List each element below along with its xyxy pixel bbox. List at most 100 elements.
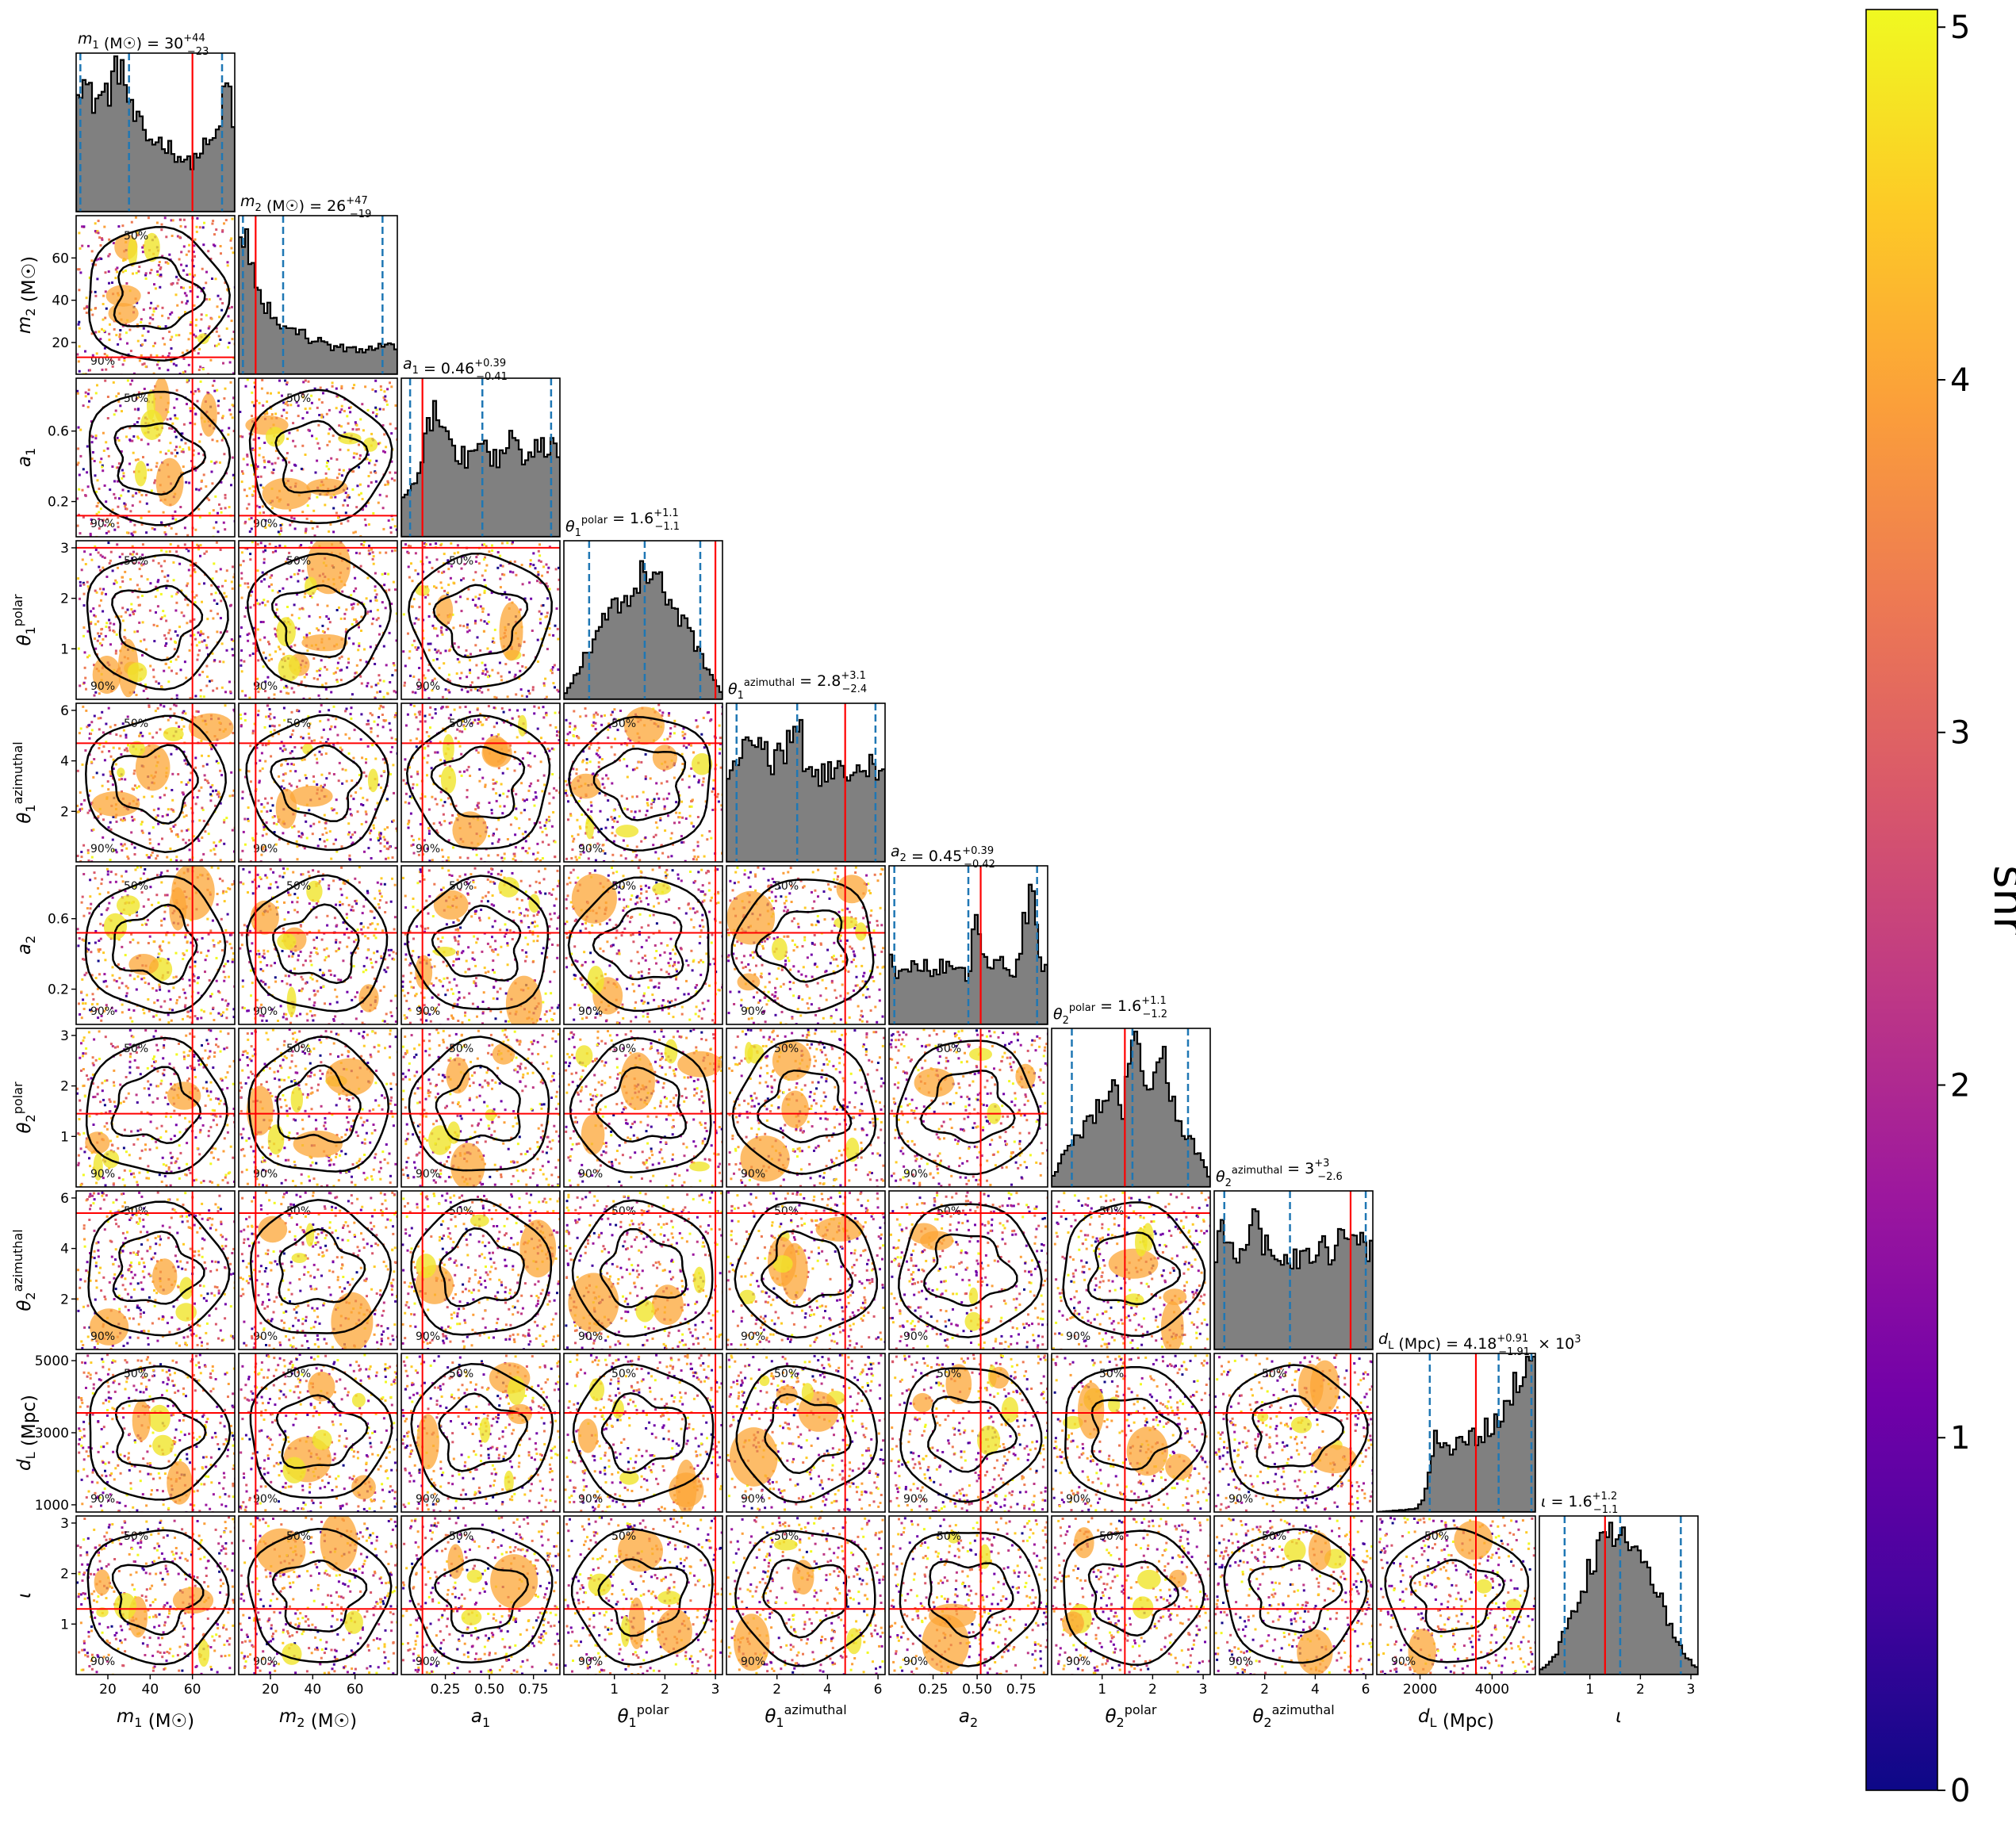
scatter-panel-m1-vs-t1a: 50% 90% 2 4 6 θ1azimuthal <box>10 702 236 863</box>
contour-90-a1-vs-iota <box>408 1527 554 1664</box>
scatter-points-t1a-vs-t2a <box>726 1191 885 1349</box>
contour-label-50: 50% <box>937 1530 961 1543</box>
y-tick-label-iota: 2 <box>60 1567 69 1583</box>
contour-label-90: 90% <box>741 1330 765 1343</box>
scatter-panel-m2-vs-iota: 50% 90% 20 40 60 m2 (M☉) <box>238 1515 398 1732</box>
x-tick-label-t1a: 2 <box>772 1682 781 1698</box>
contour-90-m2-vs-t1p <box>246 553 392 689</box>
contour-label-90: 90% <box>90 1330 115 1343</box>
y-axis-label-t1a: θ1azimuthal <box>10 741 38 823</box>
panel-frame <box>888 1515 1048 1675</box>
scatter-points-dL-vs-iota <box>1377 1516 1535 1675</box>
contour-label-50: 50% <box>611 1530 636 1543</box>
panel-title-t1a: θ1azimuthal = 2.8+3.1 −2.4 <box>728 670 867 702</box>
contour-label-90: 90% <box>741 1168 765 1181</box>
histogram-iota <box>1539 1522 1698 1675</box>
y-tick-label-iota: 3 <box>60 1516 69 1532</box>
contour-50-m1-vs-a1 <box>113 422 207 496</box>
panel-frame <box>401 1353 561 1513</box>
panel-frame <box>238 377 398 538</box>
panel-frame <box>238 540 398 700</box>
panel-frame <box>401 1028 561 1188</box>
contour-90-t1p-vs-dL <box>572 1363 715 1503</box>
x-axis-label-a1: a1 <box>471 1706 490 1730</box>
contour-label-90: 90% <box>741 1493 765 1506</box>
contour-90-m1-vs-a1 <box>88 390 232 526</box>
panel-frame <box>726 1353 886 1513</box>
x-axis-label-t1a: θ1azimuthal <box>765 1702 846 1730</box>
scatter-panel-m2-vs-t2p: 50% 90% <box>238 1028 398 1188</box>
x-tick-label-t2a: 4 <box>1311 1682 1320 1698</box>
x-tick-label-a2: 0.50 <box>962 1682 992 1698</box>
scatter-points-m2-vs-a2 <box>239 866 397 1024</box>
hist-panel-t2a: θ2azimuthal = 3+3 −2.6 <box>1213 1158 1374 1350</box>
panel-frame <box>75 1190 236 1350</box>
contour-90-t1p-vs-t1a <box>568 715 711 852</box>
x-tick-label-m1: 60 <box>184 1682 201 1698</box>
contour-50-t2p-vs-iota <box>1087 1560 1180 1637</box>
contour-label-90: 90% <box>253 1493 278 1506</box>
contour-label-50: 50% <box>937 1205 961 1218</box>
scatter-panel-m2-vs-dL: 50% 90% <box>238 1353 398 1513</box>
scatter-panel-t1p-vs-t1a: 50% 90% <box>563 702 723 863</box>
scatter-points-t1p-vs-iota <box>564 1516 722 1675</box>
scatter-panel-t1a-vs-a2: 50% 90% <box>726 865 886 1025</box>
contour-50-t1a-vs-t2a <box>761 1230 854 1308</box>
x-tick-label-t1p: 1 <box>610 1682 619 1698</box>
contour-label-90: 90% <box>741 1656 765 1668</box>
contour-50-a2-vs-iota <box>927 1560 1014 1639</box>
contour-50-t2p-vs-t2a <box>1087 1231 1182 1306</box>
contour-50-a1-vs-t1p <box>432 584 529 659</box>
scatter-panel-t1p-vs-t2a: 50% 90% <box>563 1190 723 1350</box>
scatter-panel-a1-vs-a2: 50% 90% <box>401 865 561 1025</box>
contour-label-50: 50% <box>286 880 311 893</box>
histogram-t2a <box>1214 1208 1373 1349</box>
corner-panels: m1 (M☉) = 30+44 −23 50% 90% 20 40 60 m2 (M☉) m2 … <box>10 30 1699 1732</box>
y-axis-label-a2: a2 <box>14 936 38 955</box>
scatter-points-a2-vs-t2p <box>889 1028 1048 1187</box>
hist-panel-a1: a1 = 0.46+0.39 −0.41 <box>401 355 561 538</box>
scatter-points-a2-vs-dL <box>889 1353 1048 1512</box>
contour-label-50: 50% <box>286 1530 311 1543</box>
scatter-points-m1-vs-t1p <box>77 541 235 699</box>
contour-label-90: 90% <box>90 518 115 530</box>
contour-50-m2-vs-t2p <box>276 1064 362 1144</box>
panel-frame <box>238 215 398 375</box>
contour-50-m2-vs-a1 <box>274 419 369 494</box>
panel-frame <box>563 540 723 700</box>
hist-panel-dL: dL (Mpc) = 4.18+0.91 −1.91 × 103 <box>1376 1330 1581 1513</box>
panel-frame <box>75 702 236 863</box>
contour-label-50: 50% <box>124 1205 148 1218</box>
contour-label-90: 90% <box>416 1656 440 1668</box>
contour-label-50: 50% <box>1262 1368 1286 1380</box>
y-tick-label-t2p: 3 <box>60 1028 69 1044</box>
contour-label-50: 50% <box>449 555 473 568</box>
scatter-panel-a1-vs-t1p: 50% 90% <box>401 540 561 700</box>
colorbar-tick-label: 4 <box>1950 362 1970 399</box>
y-tick-label-m2: 20 <box>52 335 69 351</box>
panel-frame <box>238 1515 398 1675</box>
scatter-points-t1a-vs-a2 <box>726 866 885 1024</box>
scatter-points-a1-vs-t2a <box>401 1192 560 1349</box>
panel-frame <box>1213 1190 1374 1350</box>
hist-panel-iota: ι = 1.6+1.2 −1.1 1 2 3 ι <box>1539 1491 1699 1727</box>
panel-frame <box>888 1028 1048 1188</box>
colorbar-tick-label: 5 <box>1950 10 1970 46</box>
scatter-panel-a2-vs-iota: 50% 90% 0.25 0.50 0.75 a2 <box>888 1515 1048 1730</box>
contour-50-a1-vs-t2a <box>439 1227 525 1307</box>
contour-90-m1-vs-dL <box>89 1365 232 1501</box>
panel-frame <box>563 702 723 863</box>
contour-50-t1p-vs-a2 <box>592 907 684 981</box>
panel-frame <box>401 540 561 700</box>
contour-90-a2-vs-dL <box>899 1367 1043 1503</box>
contour-label-50: 50% <box>286 555 311 568</box>
contour-50-dL-vs-iota <box>1409 1559 1505 1633</box>
contour-label-50: 50% <box>124 555 148 568</box>
contour-90-m1-vs-iota <box>86 1529 230 1666</box>
y-tick-label-t1a: 4 <box>60 754 69 770</box>
y-tick-label-a2: 0.2 <box>48 982 69 998</box>
contour-label-50: 50% <box>1424 1530 1449 1543</box>
x-tick-label-iota: 3 <box>1687 1682 1696 1698</box>
scatter-points-t1a-vs-dL <box>726 1353 885 1512</box>
panel-frame <box>401 702 561 863</box>
